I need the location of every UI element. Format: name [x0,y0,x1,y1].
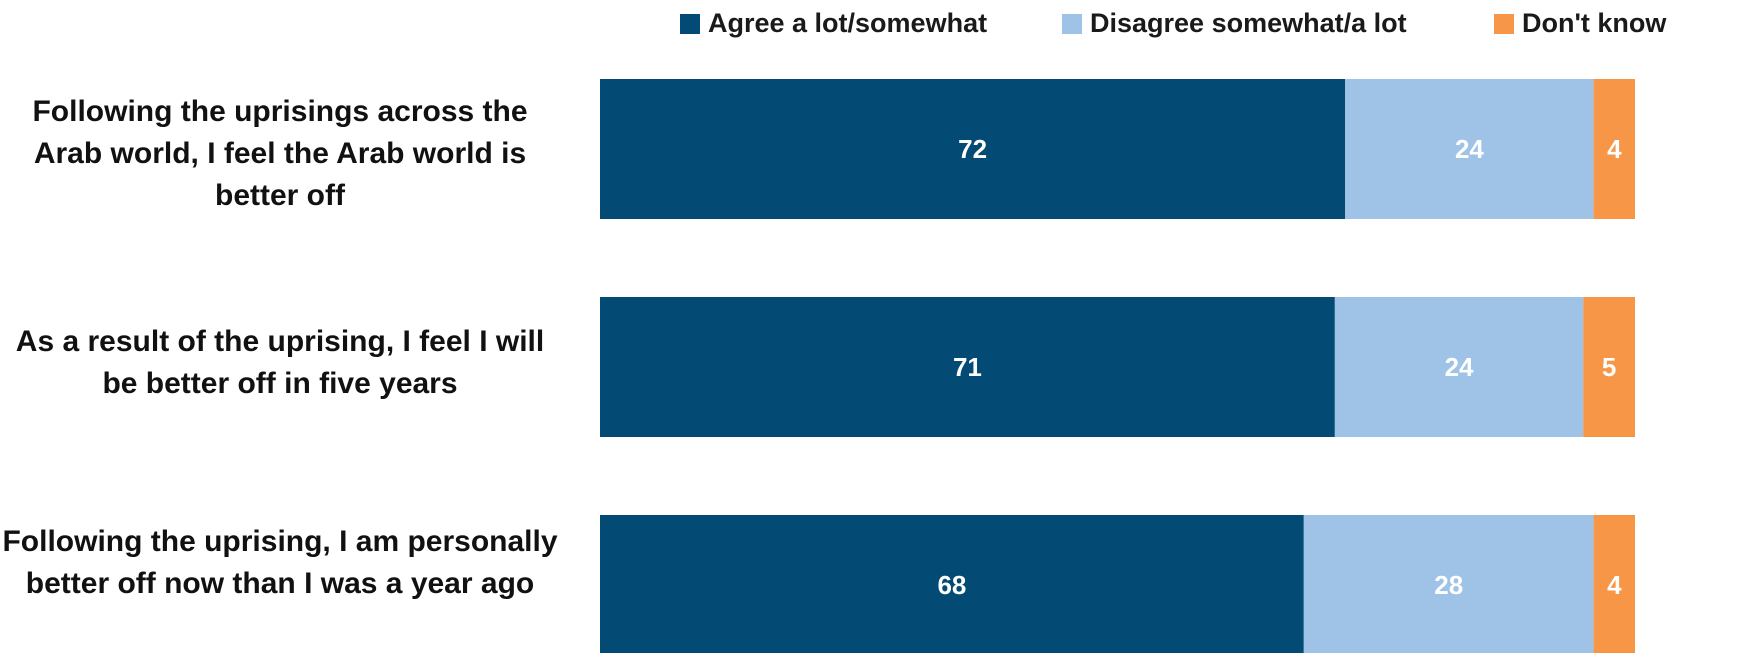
legend-swatch-agree [680,13,700,34]
bar-segment-agree-row-1 [600,79,1346,219]
data-label-dont-know-row-2: 5 [1602,352,1616,382]
bar-segment-dont-know-row-3 [1593,515,1635,653]
legend-swatch-disagree [1062,13,1082,34]
bar-segment-disagree-row-1 [1345,79,1594,219]
legend-item-agree: Agree a lot/somewhat [680,8,987,39]
data-label-agree-row-2: 71 [953,352,982,382]
data-label-dont-know-row-1: 4 [1607,134,1622,164]
legend-label-disagree: Disagree somewhat/a lot [1090,8,1407,38]
data-label-disagree-row-1: 24 [1455,134,1484,164]
data-label-disagree-row-2: 24 [1445,352,1474,382]
bar-segment-dont-know-row-2 [1583,297,1635,437]
bar-segment-disagree-row-3 [1303,515,1594,653]
legend-item-disagree: Disagree somewhat/a lot [1062,8,1407,39]
data-label-agree-row-3: 68 [937,570,966,600]
data-label-agree-row-1: 72 [958,134,987,164]
legend-swatch-dont-know [1494,13,1514,34]
legend-label-agree: Agree a lot/somewhat [708,8,988,38]
data-label-disagree-row-3: 28 [1434,570,1463,600]
bar-segment-disagree-row-2 [1334,297,1584,437]
chart-legend: Agree a lot/somewhat Disagree somewhat/a… [0,8,1752,44]
category-label-2: As a result of the uprising, I feel I wi… [15,325,545,400]
legend-item-dont-know: Don't know [1494,8,1666,39]
bar-segment-agree-row-2 [600,297,1335,437]
bar-segment-dont-know-row-1 [1593,79,1635,219]
category-label-3: Following the uprising, I am personally … [2,525,558,600]
data-label-dont-know-row-3: 4 [1607,570,1622,600]
bar-segment-agree-row-3 [600,515,1304,653]
legend-label-dont-know: Don't know [1522,8,1667,38]
category-label-1: Following the uprisings across the Arab … [32,95,528,212]
